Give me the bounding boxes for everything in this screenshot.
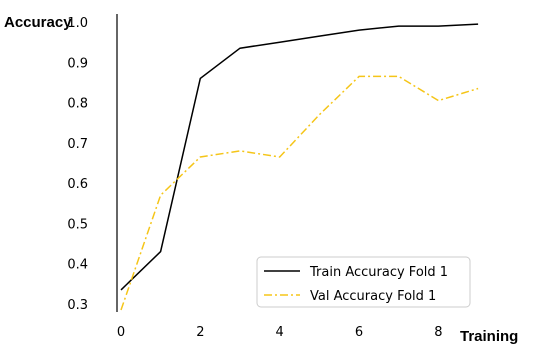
legend-label-train: Train Accuracy Fold 1 bbox=[309, 265, 448, 280]
y-tick-label: 0.6 bbox=[67, 177, 88, 192]
y-tick-label: 0.9 bbox=[67, 56, 88, 71]
legend-label-val: Val Accuracy Fold 1 bbox=[310, 289, 436, 304]
x-tick-label: 8 bbox=[434, 325, 442, 340]
y-tick-labels: 0.3 0.4 0.5 0.6 0.7 0.8 0.9 1.0 bbox=[67, 16, 88, 313]
x-tick-label: 6 bbox=[355, 325, 363, 340]
y-tick-label: 0.5 bbox=[67, 217, 88, 232]
x-tick-labels: 0 2 4 6 8 bbox=[117, 325, 443, 340]
series-lines bbox=[120, 23, 479, 311]
y-tick-label: 1.0 bbox=[67, 16, 88, 31]
y-tick-label: 0.4 bbox=[67, 258, 88, 273]
series-line-0 bbox=[120, 23, 479, 291]
y-tick-label: 0.8 bbox=[67, 97, 88, 112]
y-axis-label: Accuracy bbox=[4, 14, 72, 31]
x-tick-label: 2 bbox=[196, 325, 204, 340]
y-tick-label: 0.3 bbox=[67, 298, 88, 313]
y-tick-label: 0.7 bbox=[67, 137, 88, 152]
series-line-1 bbox=[120, 75, 479, 311]
x-tick-label: 4 bbox=[276, 325, 284, 340]
x-tick-label: 0 bbox=[117, 325, 125, 340]
legend: Train Accuracy Fold 1 Val Accuracy Fold … bbox=[256, 256, 471, 308]
legend-box bbox=[256, 256, 471, 308]
x-axis-label: Training bbox=[460, 328, 518, 344]
